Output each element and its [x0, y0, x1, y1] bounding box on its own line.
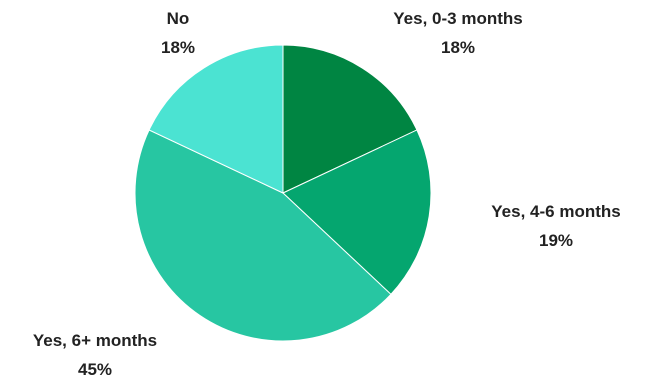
- pie-slice-yes-4-6-months: [282, 129, 432, 296]
- slice-value-yes-6-plus-months: 45%: [78, 360, 112, 379]
- pie-slice-no: [148, 44, 284, 194]
- slice-label-yes-0-3-months: Yes, 0-3 months: [393, 9, 522, 28]
- slice-value-no: 18%: [161, 38, 195, 57]
- slice-label-yes-6-plus-months: Yes, 6+ months: [33, 331, 157, 350]
- pie-slices: [134, 44, 432, 342]
- slice-value-yes-0-3-months: 18%: [441, 38, 475, 57]
- pie-slice-yes-0-3-months: [282, 44, 418, 194]
- slice-label-no: No: [167, 9, 190, 28]
- slice-value-yes-4-6-months: 19%: [539, 231, 573, 250]
- pie-slice-yes-6-plus-months: [134, 129, 392, 342]
- slice-label-yes-4-6-months: Yes, 4-6 months: [491, 202, 620, 221]
- slice-labels: Yes, 0-3 months 18% Yes, 4-6 months 19% …: [33, 9, 621, 379]
